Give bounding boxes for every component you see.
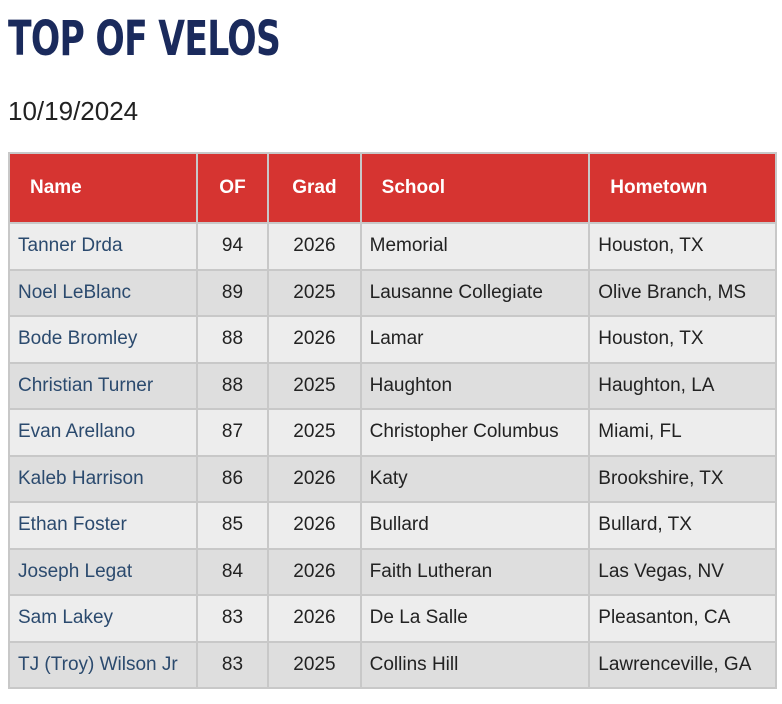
school-cell: Christopher Columbus [359,408,591,457]
table-row: Joseph Legat 84 2026 Faith Lutheran Las Vega… [8,547,777,596]
grad-year-cell: 2026 [267,501,362,550]
hometown-cell: Houston, TX [588,222,777,271]
of-velo-cell: 85 [195,501,270,550]
table-body: Tanner Drda 94 2026 Memorial Houston, TX Noel… [8,222,777,689]
school-cell: Lausanne Collegiate [359,268,591,317]
school-cell: Lamar [359,315,591,364]
of-velo-cell: 83 [195,640,270,689]
table-row: Tanner Drda 94 2026 Memorial Houston, TX [8,222,777,271]
of-velo-cell: 88 [195,361,270,410]
table-row: Ethan Foster 85 2026 Bullard Bullard, TX [8,501,777,550]
school-cell: Haughton [359,361,591,410]
player-name-link[interactable]: Bode Bromley [8,315,198,364]
player-name-link[interactable]: Joseph Legat [8,547,198,596]
hometown-cell: Haughton, LA [588,361,777,410]
hometown-cell: Las Vegas, NV [588,547,777,596]
grad-year-cell: 2025 [267,408,362,457]
player-name-link[interactable]: Noel LeBlanc [8,268,198,317]
player-name-link[interactable]: Christian Turner [8,361,198,410]
hometown-cell: Lawrenceville, GA [588,640,777,689]
school-cell: Collins Hill [359,640,591,689]
velos-table: Name OF Grad School Hometown Tanner Drda… [8,152,777,689]
grad-year-cell: 2025 [267,361,362,410]
school-cell: Faith Lutheran [359,547,591,596]
grad-year-cell: 2025 [267,268,362,317]
of-velo-cell: 87 [195,408,270,457]
table-row: TJ (Troy) Wilson Jr 83 2025 Collins Hill Law… [8,640,777,689]
column-header-school: School [359,152,591,224]
grad-year-cell: 2025 [267,640,362,689]
column-header-of: OF [195,152,270,224]
grad-year-cell: 2026 [267,222,362,271]
school-cell: Katy [359,454,591,503]
player-name-link[interactable]: Tanner Drda [8,222,198,271]
table-row: Bode Bromley 88 2026 Lamar Houston, TX [8,315,777,364]
school-cell: Memorial [359,222,591,271]
hometown-cell: Houston, TX [588,315,777,364]
hometown-cell: Pleasanton, CA [588,594,777,643]
player-name-link[interactable]: Ethan Foster [8,501,198,550]
grad-year-cell: 2026 [267,315,362,364]
column-header-name: Name [8,152,198,224]
column-header-hometown: Hometown [588,152,777,224]
table-row: Kaleb Harrison 86 2026 Katy Brookshire, TX [8,454,777,503]
school-cell: De La Salle [359,594,591,643]
of-velo-cell: 89 [195,268,270,317]
column-header-grad: Grad [267,152,362,224]
of-velo-cell: 83 [195,594,270,643]
hometown-cell: Brookshire, TX [588,454,777,503]
table-header-row: Name OF Grad School Hometown [8,152,777,224]
of-velo-cell: 94 [195,222,270,271]
grad-year-cell: 2026 [267,547,362,596]
player-name-link[interactable]: Kaleb Harrison [8,454,198,503]
hometown-cell: Olive Branch, MS [588,268,777,317]
table-row: Sam Lakey 83 2026 De La Salle Pleasanton, CA [8,594,777,643]
player-name-link[interactable]: Evan Arellano [8,408,198,457]
of-velo-cell: 88 [195,315,270,364]
page-date: 10/19/2024 [8,96,139,126]
school-cell: Bullard [359,501,591,550]
hometown-cell: Miami, FL [588,408,777,457]
player-name-link[interactable]: Sam Lakey [8,594,198,643]
player-name-link[interactable]: TJ (Troy) Wilson Jr [8,640,198,689]
table-row: Christian Turner 88 2025 Haughton Haughton, … [8,361,777,410]
hometown-cell: Bullard, TX [588,501,777,550]
of-velo-cell: 86 [195,454,270,503]
grad-year-cell: 2026 [267,454,362,503]
table-row: Noel LeBlanc 89 2025 Lausanne Collegiate Oli… [8,268,777,317]
page-title: TOP OF VELOS [8,11,281,67]
grad-year-cell: 2026 [267,594,362,643]
of-velo-cell: 84 [195,547,270,596]
table-row: Evan Arellano 87 2025 Christopher Columbus M… [8,408,777,457]
